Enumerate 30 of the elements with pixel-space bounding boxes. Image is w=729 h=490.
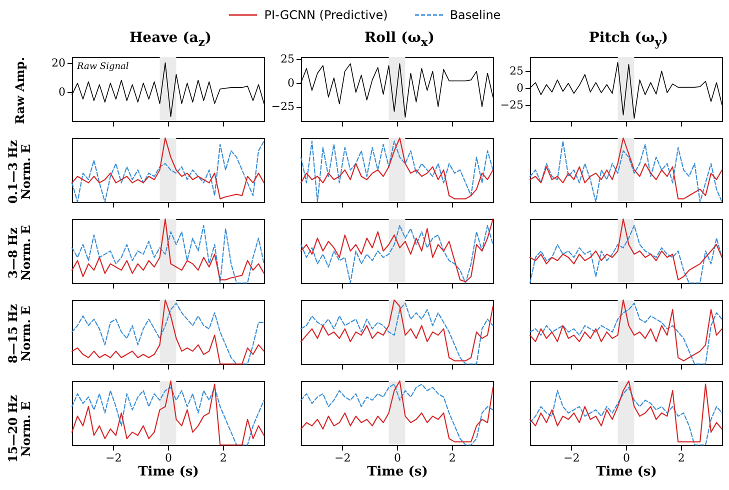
y-tick-label: 0 <box>516 81 524 94</box>
x-axis-title: Time (s) <box>596 464 657 480</box>
legend-label: Baseline <box>450 8 501 22</box>
y-axis-title: 0.1—3 Hz Norm. E <box>6 140 33 204</box>
y-axis-title: 15—20 Hz Norm. E <box>6 394 33 462</box>
y-tick-label: 0 <box>288 76 294 90</box>
x-tick-label: 2 <box>448 452 456 464</box>
annotation: Raw Signal <box>76 62 129 72</box>
chart-title: Pitch (ω$_{y}$) <box>588 30 670 50</box>
x-tick-label: 2 <box>220 452 227 464</box>
chart-title: Heave (a$_{z}$) <box>128 30 213 50</box>
y-tick-label: 25 <box>280 52 294 66</box>
x-tick-label: 0 <box>165 452 172 464</box>
y-tick-label: 20 <box>52 56 66 70</box>
y-axis-title: Raw Amp. <box>12 56 26 124</box>
y-axis-title: 3—8 Hz Norm. E <box>6 224 33 280</box>
y-tick-label: −25 <box>271 100 294 114</box>
x-tick-label: −2 <box>106 452 122 464</box>
y-axis-title: 8—15 Hz Norm. E <box>6 304 33 364</box>
x-tick-label: 0 <box>394 452 401 464</box>
x-tick-label: −2 <box>564 452 580 464</box>
legend-label: PI-GCNN (Predictive) <box>264 8 388 22</box>
y-tick-label: 25 <box>510 64 524 78</box>
y-tick-label: −25 <box>500 98 524 112</box>
x-axis-title: Time (s) <box>367 464 428 480</box>
x-axis-title: Time (s) <box>138 464 199 480</box>
x-tick-label: 2 <box>678 452 685 464</box>
x-tick-label: −2 <box>334 452 351 464</box>
x-tick-label: 0 <box>623 452 630 464</box>
chart-title: Roll (ω$_{x}$) <box>363 30 436 50</box>
